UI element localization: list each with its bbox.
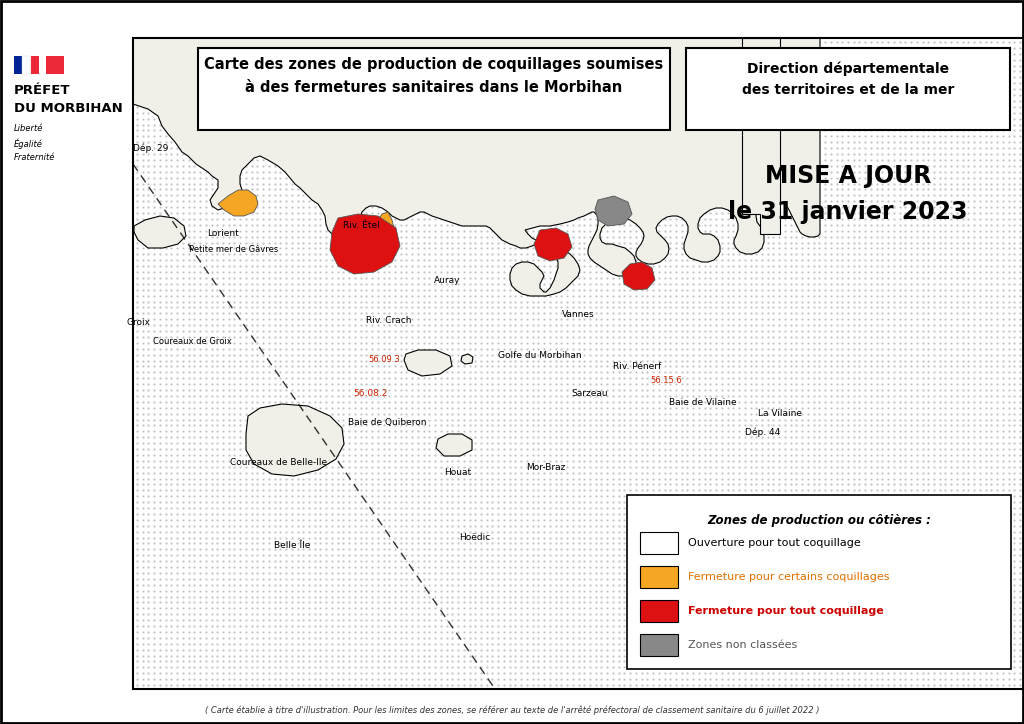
Text: Fermeture pour certains coquillages: Fermeture pour certains coquillages xyxy=(688,572,890,582)
Text: Baie de Vilaine: Baie de Vilaine xyxy=(669,398,736,407)
Text: ( Carte établie à titre d'illustration. Pour les limites des zones, se référer a: ( Carte établie à titre d'illustration. … xyxy=(205,705,819,715)
Polygon shape xyxy=(622,262,655,290)
Text: 56.15.6: 56.15.6 xyxy=(650,376,683,385)
Bar xyxy=(640,566,678,588)
Polygon shape xyxy=(246,404,344,476)
Polygon shape xyxy=(133,38,820,296)
Polygon shape xyxy=(218,190,258,216)
Polygon shape xyxy=(436,434,472,456)
Text: Hoëdic: Hoëdic xyxy=(460,534,490,542)
Text: Zones non classées: Zones non classées xyxy=(688,640,798,650)
Polygon shape xyxy=(404,350,452,376)
Polygon shape xyxy=(134,216,186,248)
Text: 56.09.3: 56.09.3 xyxy=(368,355,400,363)
FancyBboxPatch shape xyxy=(198,48,670,130)
Bar xyxy=(133,38,1024,689)
Text: Sarzeau: Sarzeau xyxy=(571,390,608,398)
Text: PRÉFET: PRÉFET xyxy=(14,84,71,97)
Text: Liberté
Égalité
Fraternité: Liberté Égalité Fraternité xyxy=(14,124,55,161)
Bar xyxy=(640,634,678,656)
Text: Zones de production ou côtières :: Zones de production ou côtières : xyxy=(707,514,931,527)
FancyBboxPatch shape xyxy=(627,495,1011,669)
Text: Auray: Auray xyxy=(434,276,461,285)
Text: Petite mer de Gâvres: Petite mer de Gâvres xyxy=(188,245,279,254)
Polygon shape xyxy=(378,212,394,234)
Bar xyxy=(640,600,678,622)
Polygon shape xyxy=(595,196,632,226)
Text: Baie de Quiberon: Baie de Quiberon xyxy=(348,418,426,427)
Text: Dép. 44: Dép. 44 xyxy=(745,427,780,437)
Text: Fermeture pour tout coquillage: Fermeture pour tout coquillage xyxy=(688,606,884,616)
Text: DU MORBIHAN: DU MORBIHAN xyxy=(14,102,123,115)
Text: Carte des zones de production de coquillages soumises
à des fermetures sanitaire: Carte des zones de production de coquill… xyxy=(205,57,664,95)
Polygon shape xyxy=(461,354,473,364)
Text: Mor-Braz: Mor-Braz xyxy=(526,463,565,472)
Text: Riv. Étel: Riv. Étel xyxy=(343,222,380,230)
Text: Golfe du Morbihan: Golfe du Morbihan xyxy=(498,351,582,360)
Bar xyxy=(640,532,678,554)
Text: Riv. Pénerf: Riv. Pénerf xyxy=(612,362,662,371)
Polygon shape xyxy=(330,214,400,274)
Text: Dép. 29: Dép. 29 xyxy=(133,143,168,153)
Bar xyxy=(22,56,30,74)
Text: 56.08.2: 56.08.2 xyxy=(353,390,388,398)
Polygon shape xyxy=(742,38,780,234)
Text: Riv. Crach: Riv. Crach xyxy=(367,316,412,324)
Bar xyxy=(14,56,22,74)
Bar xyxy=(0,0,133,724)
Text: Groix: Groix xyxy=(126,318,151,327)
Text: La Vilaine: La Vilaine xyxy=(759,409,802,418)
Text: Houat: Houat xyxy=(444,468,471,476)
Bar xyxy=(31,56,39,74)
Text: Coureaux de Belle-Ile: Coureaux de Belle-Ile xyxy=(230,458,327,467)
Polygon shape xyxy=(534,228,572,261)
Text: Belle Île: Belle Île xyxy=(273,542,310,550)
Text: Ouverture pour tout coquillage: Ouverture pour tout coquillage xyxy=(688,538,861,548)
Text: Lorient: Lorient xyxy=(207,230,240,238)
Text: Coureaux de Groix: Coureaux de Groix xyxy=(154,337,231,346)
Bar xyxy=(46,56,63,74)
Text: Vannes: Vannes xyxy=(562,311,595,319)
Text: Direction départementale
des territoires et de la mer: Direction départementale des territoires… xyxy=(741,62,954,96)
FancyBboxPatch shape xyxy=(686,48,1010,130)
Text: MISE A JOUR
le 31 janvier 2023: MISE A JOUR le 31 janvier 2023 xyxy=(728,164,968,224)
